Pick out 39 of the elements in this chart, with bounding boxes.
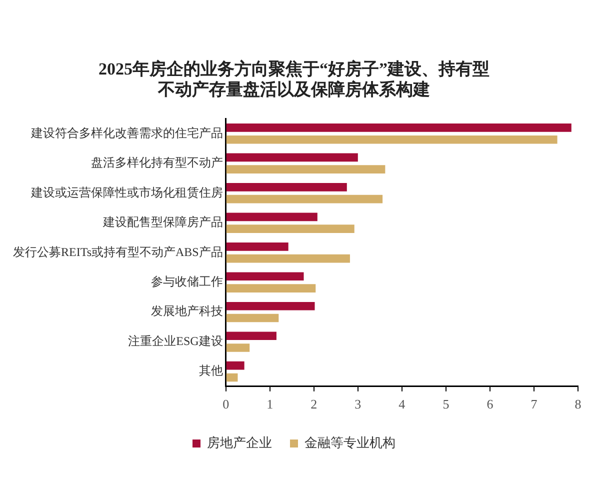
bar (226, 272, 304, 281)
x-tick-label: 6 (486, 396, 494, 412)
bar (226, 254, 350, 263)
bar (226, 165, 386, 174)
x-tick-label: 0 (222, 396, 230, 412)
y-tick-label: 注重企业ESG建设 (128, 334, 223, 348)
y-tick-label: 其他 (198, 364, 223, 378)
bar (226, 183, 347, 192)
y-tick-label: 建设或运营保障性或市场化租赁住房 (30, 185, 223, 200)
x-tick-label: 5 (442, 396, 450, 412)
y-tick-label: 建设配售型保障房产品 (102, 215, 223, 230)
x-tick-label: 7 (530, 396, 538, 412)
x-tick-label: 4 (398, 396, 406, 412)
y-tick-label: 参与收储工作 (150, 274, 223, 288)
bar (226, 314, 279, 322)
bar (226, 135, 558, 144)
y-tick-label: 建设符合多样化改善需求的住宅产品 (30, 126, 223, 140)
bar (226, 242, 288, 251)
x-tick-label: 3 (354, 396, 362, 412)
y-tick-label: 盘活多样化持有型不动产 (90, 156, 223, 170)
bar (226, 194, 383, 204)
x-tick-label: 2 (310, 396, 318, 412)
bar (226, 124, 572, 132)
x-tick-label: 1 (266, 396, 274, 412)
bar (226, 153, 358, 162)
bar (226, 224, 354, 233)
y-tick-label: 发展地产科技 (150, 304, 223, 318)
legend-label: 金融等专业机构 (304, 434, 396, 450)
chart-title: 2025年房企的业务方向聚焦于“好房子”建设、持有型不动产存量盘活以及保障房体系构建 (98, 60, 490, 99)
legend-label: 房地产企业 (207, 434, 272, 450)
bar (226, 212, 318, 222)
bar (226, 284, 316, 292)
bar (226, 302, 315, 310)
bar (226, 361, 244, 370)
bar (226, 332, 276, 340)
bar (226, 373, 238, 382)
y-tick-label: 发行公募REITs或持有型不动产ABS产品 (12, 244, 223, 259)
bar (226, 344, 250, 352)
x-tick-label: 8 (574, 396, 582, 412)
